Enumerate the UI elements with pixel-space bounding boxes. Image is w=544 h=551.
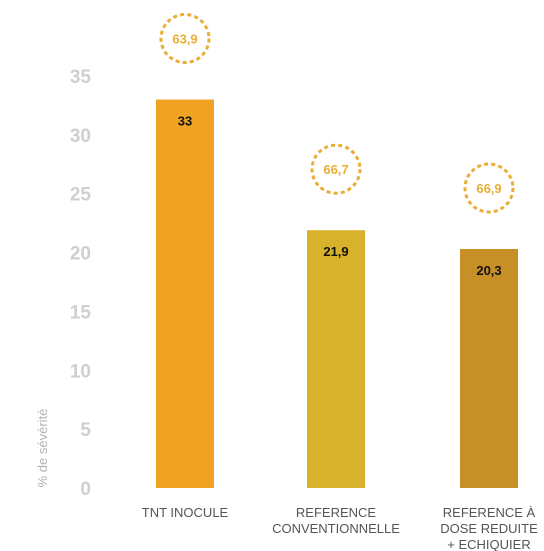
category-label: CONVENTIONNELLE	[272, 521, 400, 536]
annotation-label: 66,7	[323, 162, 348, 177]
category-label: + ECHIQUIER	[447, 537, 530, 551]
category-label: DOSE REDUITE	[440, 521, 538, 536]
annotation-circle	[159, 13, 211, 65]
annotation-circle	[463, 162, 515, 214]
bar	[307, 230, 365, 488]
y-tick-label: 5	[80, 420, 91, 441]
y-tick-label: 15	[70, 302, 92, 323]
y-tick-label: 20	[70, 244, 91, 265]
bar-value-label: 21,9	[323, 244, 348, 259]
bar-value-label: 33	[178, 114, 192, 129]
y-tick-label: 0	[80, 479, 91, 500]
category-label: TNT INOCULE	[142, 505, 229, 520]
annotation-circle	[310, 143, 362, 195]
y-tick-label: 10	[70, 361, 91, 382]
y-axis-ticks: 0 5 10 15 20 25 30 35	[70, 67, 92, 500]
y-tick-label: 35	[70, 67, 92, 88]
bars	[156, 99, 518, 489]
annotation-badges: 63,9 66,7 66,9	[159, 13, 515, 214]
bar-value-label: 20,3	[476, 263, 501, 278]
bar	[156, 99, 214, 489]
bar	[460, 249, 518, 488]
category-label: REFERENCE	[296, 505, 377, 520]
y-axis-label: % de sévérité	[35, 409, 50, 488]
category-label: REFERENCE À	[443, 505, 536, 520]
value-labels: 33 21,9 20,3	[178, 114, 502, 278]
y-tick-label: 30	[70, 126, 91, 147]
annotation-label: 66,9	[476, 181, 501, 196]
annotation-label: 63,9	[172, 32, 197, 47]
y-tick-label: 25	[70, 185, 92, 206]
